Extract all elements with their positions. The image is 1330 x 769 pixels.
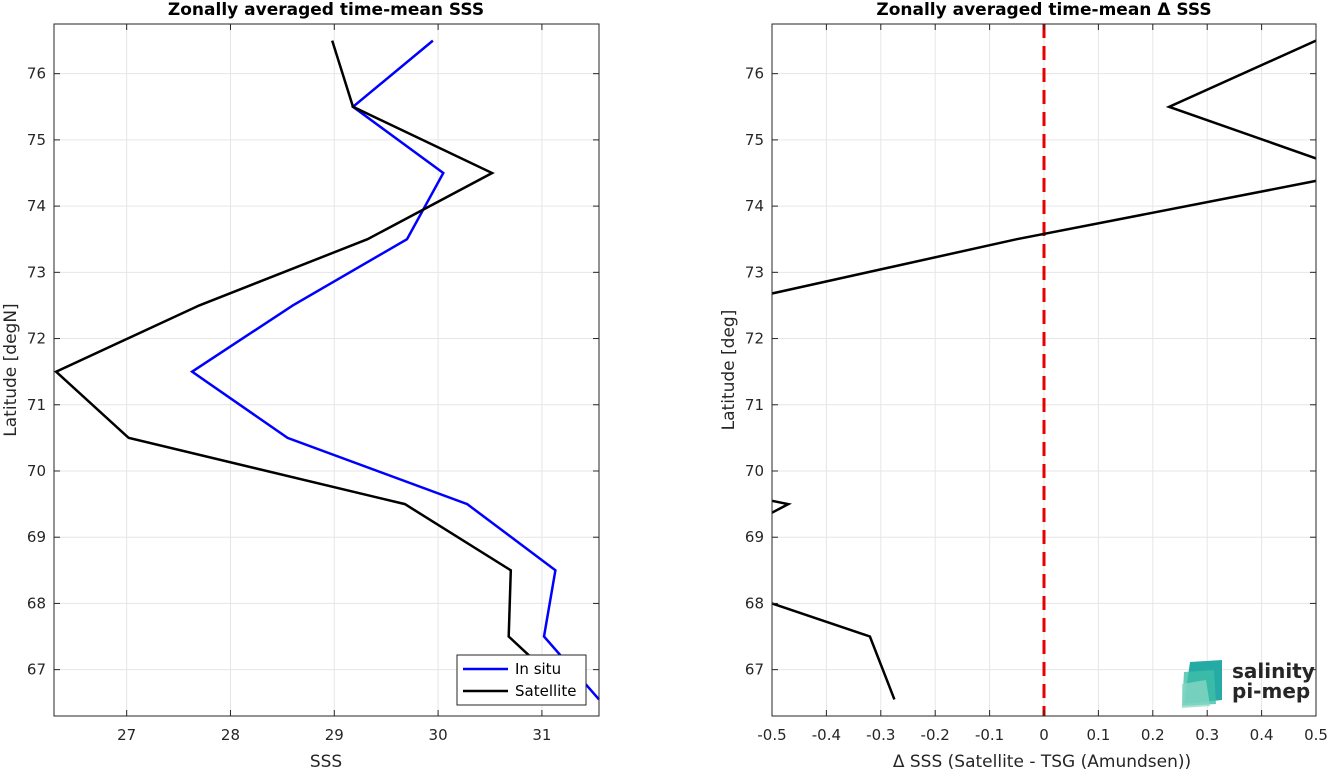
y-tick-label: 68 bbox=[745, 594, 764, 612]
y-tick-label: 69 bbox=[27, 528, 46, 546]
y-tick-label: 69 bbox=[745, 528, 764, 546]
y-tick-label: 67 bbox=[745, 661, 764, 679]
y-tick-label: 67 bbox=[27, 661, 46, 679]
y-tick-label: 75 bbox=[745, 131, 764, 149]
series-line-in-situ bbox=[189, 39, 600, 701]
logo-wave-icon bbox=[1182, 660, 1222, 708]
x-tick-label: 28 bbox=[221, 726, 240, 744]
x-tick-label: -0.1 bbox=[975, 726, 1004, 744]
x-tick-label: 31 bbox=[532, 726, 551, 744]
salinity-pi-mep-logo: salinity pi-mep bbox=[1182, 659, 1315, 708]
delta-sss-x-axis-label: Δ SSS (Satellite - TSG (Amundsen)) bbox=[893, 752, 1191, 769]
y-tick-label: 72 bbox=[745, 330, 764, 348]
x-tick-label: -0.4 bbox=[812, 726, 841, 744]
y-tick-label: 71 bbox=[27, 396, 46, 414]
logo-text-pi-mep: pi-mep bbox=[1232, 679, 1310, 703]
y-tick-label: 74 bbox=[27, 197, 46, 215]
delta-sss-y-axis-label: Latitude [deg] bbox=[719, 310, 739, 431]
series-line-delta-sss-segment-4 bbox=[771, 602, 896, 700]
sss-y-axis-label: Latitude [degN] bbox=[1, 303, 21, 436]
legend: In situ Satellite bbox=[456, 654, 587, 706]
y-tick-label: 76 bbox=[27, 65, 46, 83]
delta-sss-series bbox=[771, 39, 1317, 700]
x-tick-label: -0.2 bbox=[921, 726, 950, 744]
series-line-delta-sss-segment-3 bbox=[771, 499, 792, 514]
x-tick-label: 29 bbox=[325, 726, 344, 744]
sss-grid bbox=[54, 24, 599, 716]
series-line-satellite bbox=[53, 40, 535, 661]
y-tick-label: 72 bbox=[27, 330, 46, 348]
x-tick-label: -0.5 bbox=[757, 726, 786, 744]
sss-axes-box bbox=[53, 23, 600, 717]
y-tick-label: 74 bbox=[745, 197, 764, 215]
x-tick-label: 0 bbox=[1039, 726, 1049, 744]
y-tick-label: 70 bbox=[745, 462, 764, 480]
x-tick-label: 0.5 bbox=[1304, 726, 1328, 744]
x-tick-label: -0.3 bbox=[866, 726, 895, 744]
sss-panel: Zonally averaged time-mean SSS 27 28 29 30 3… bbox=[1, 0, 600, 769]
legend-label-in-situ: In situ bbox=[515, 660, 561, 678]
series-line-delta-sss-segment-2 bbox=[771, 179, 1317, 295]
sss-chart-title: Zonally averaged time-mean SSS bbox=[168, 0, 484, 20]
y-tick-label: 71 bbox=[745, 396, 764, 414]
x-tick-label: 27 bbox=[117, 726, 136, 744]
series-line-delta-sss-segment-1 bbox=[1165, 39, 1317, 160]
x-tick-label: 0.3 bbox=[1195, 726, 1219, 744]
delta-sss-chart-title: Zonally averaged time-mean Δ SSS bbox=[876, 0, 1211, 20]
delta-sss-ticks: -0.5 -0.4 -0.3 -0.2 -0.1 0 0.1 0.2 0.3 0.4 0.5 67 68… bbox=[745, 24, 1328, 744]
sss-x-axis-label: SSS bbox=[310, 752, 342, 769]
legend-box bbox=[456, 654, 587, 706]
y-tick-label: 73 bbox=[27, 263, 46, 281]
y-tick-label: 68 bbox=[27, 594, 46, 612]
x-tick-label: 30 bbox=[429, 726, 448, 744]
y-tick-label: 73 bbox=[745, 263, 764, 281]
legend-label-satellite: Satellite bbox=[515, 682, 576, 700]
sss-series bbox=[53, 39, 600, 701]
logo-text-salinity: salinity bbox=[1232, 659, 1315, 683]
y-tick-label: 70 bbox=[27, 462, 46, 480]
x-tick-label: 0.4 bbox=[1250, 726, 1274, 744]
y-tick-label: 76 bbox=[745, 65, 764, 83]
x-tick-label: 0.1 bbox=[1086, 726, 1110, 744]
y-tick-label: 75 bbox=[27, 131, 46, 149]
sss-ticks: 27 28 29 30 31 67 68 69 70 71 72 73 74 75 76 bbox=[27, 24, 599, 744]
x-tick-label: 0.2 bbox=[1141, 726, 1165, 744]
delta-sss-panel: Zonally averaged time-mean Δ SSS -0.5 -0.… bbox=[719, 0, 1328, 769]
